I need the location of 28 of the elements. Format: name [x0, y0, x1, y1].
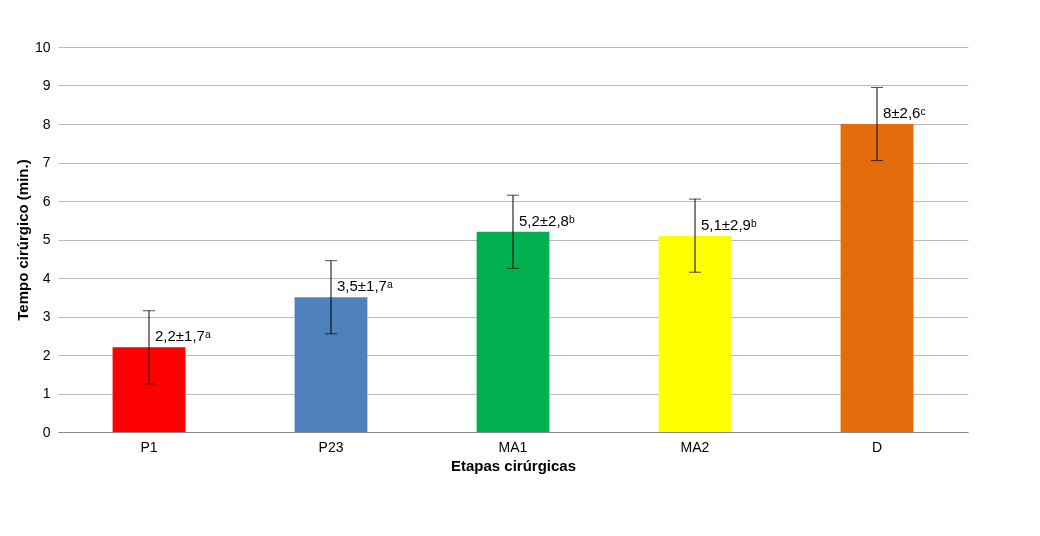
x-tick-label: MA2: [680, 438, 710, 455]
bar: [840, 124, 914, 432]
bar: [476, 231, 550, 432]
y-tick-label: 0: [42, 423, 51, 440]
y-axis-title: Tempo cirúrgico (min.): [13, 159, 31, 321]
y-tick-label: 10: [34, 38, 51, 55]
y-tick-label: 8: [42, 115, 51, 132]
bar: [658, 235, 732, 432]
y-tick-label: 9: [42, 77, 51, 93]
data-label: 5,1±2,9ᵇ: [701, 215, 757, 233]
x-axis-title: Etapas cirúrgicas: [450, 456, 577, 474]
data-label: 3,5±1,7ᵃ: [337, 277, 393, 295]
data-label: 2,2±1,7ᵃ: [155, 327, 211, 345]
data-label: 8±2,6ᶜ: [883, 104, 926, 121]
x-tick-label: P23: [318, 438, 344, 455]
x-tick-label: MA1: [498, 438, 528, 455]
y-tick-label: 5: [42, 231, 51, 247]
bar: [112, 347, 186, 432]
y-tick-label: 1: [42, 385, 51, 401]
y-tick-label: 3: [42, 308, 51, 324]
y-tick-label: 4: [42, 269, 51, 286]
bar: [294, 297, 368, 432]
y-tick-label: 2: [42, 346, 51, 363]
data-label: 5,2±2,8ᵇ: [519, 211, 575, 229]
y-tick-label: 7: [42, 154, 51, 170]
y-tick-label: 6: [42, 192, 51, 209]
x-tick-label: P1: [140, 438, 158, 455]
x-tick-label: D: [871, 438, 883, 455]
